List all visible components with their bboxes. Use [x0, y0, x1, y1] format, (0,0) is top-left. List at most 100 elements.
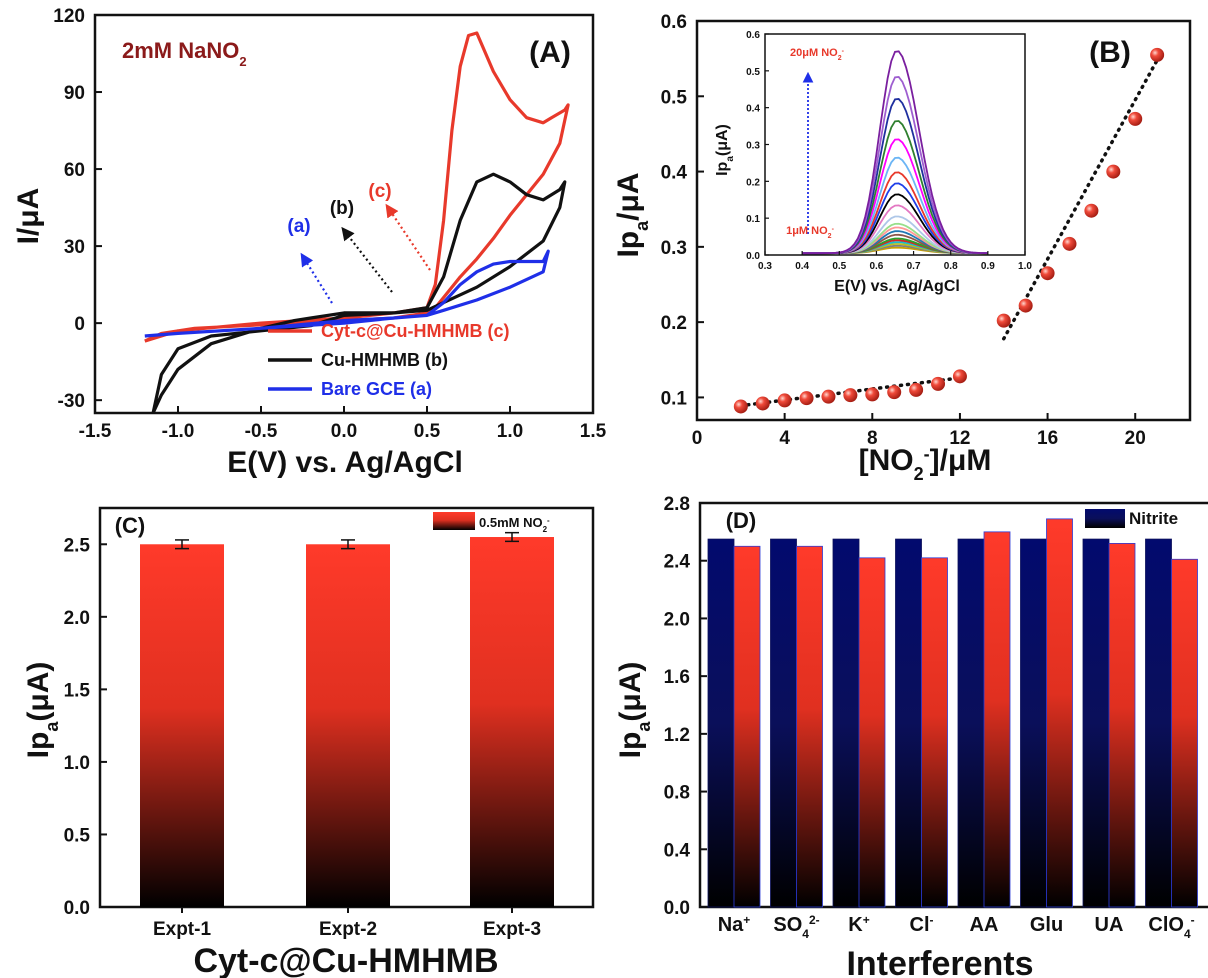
bar-nitrite — [770, 538, 797, 908]
inset-y-tick-label: 0.1 — [746, 214, 760, 225]
data-point — [843, 388, 858, 403]
y-tick-label: 0.3 — [661, 238, 687, 259]
data-point — [1128, 111, 1143, 126]
x-axis-title: [NO2-]/μM — [859, 444, 992, 484]
dpv-curve — [802, 50, 988, 255]
y-tick-label: 1.6 — [664, 667, 690, 688]
y-tick-label: 0.5 — [661, 87, 688, 108]
legend-label: Bare GCE (a) — [321, 379, 432, 399]
y-tick-label: 0.0 — [64, 898, 90, 919]
y-tick-label: 120 — [53, 6, 85, 27]
bar-interferent — [1108, 543, 1136, 908]
x-tick-label: Glu — [1030, 914, 1063, 936]
y-tick-label: 0.4 — [661, 163, 688, 184]
panel-c: Expt-1 Expt-2 Expt-3 0.0 0.5 1.0 1.5 2.0 2.5 Cyt-… — [22, 506, 595, 978]
inset-x-tick-label: 0.5 — [832, 261, 846, 272]
bar-interferent — [983, 531, 1011, 908]
legend-swatch — [433, 512, 475, 530]
y-tick-label: 2.4 — [664, 552, 691, 573]
data-point — [996, 313, 1011, 328]
cv-curve-1 — [151, 172, 567, 414]
cv-curve-2 — [144, 249, 550, 338]
y-tick-label: -30 — [58, 391, 85, 412]
data-point — [952, 369, 967, 384]
panel-label: (A) — [529, 36, 571, 69]
bar — [306, 544, 390, 907]
inset-label-top: 20μM NO2- — [790, 47, 845, 62]
x-axis-title: E(V) vs. Ag/AgCl — [227, 446, 463, 479]
inset-background — [765, 34, 1025, 255]
arrow-label: (a) — [287, 216, 310, 237]
bar-nitrite — [707, 538, 735, 908]
data-point — [887, 385, 902, 400]
x-axis-title: Cyt-c@Cu-HMHMB — [193, 942, 498, 978]
x-tick-label: 0 — [692, 428, 703, 449]
inset-x-axis-title: E(V) vs. Ag/AgCl — [834, 278, 960, 295]
bar-nitrite — [895, 538, 922, 908]
inset-y-tick-label: 0.2 — [746, 177, 760, 188]
y-tick-label: 0.6 — [661, 12, 687, 33]
x-tick-label: Cl- — [910, 913, 934, 936]
data-point — [1084, 203, 1099, 218]
y-axis-title: Ipa/μA — [612, 172, 652, 257]
data-point — [931, 376, 946, 391]
y-axis-title: I/μA — [12, 188, 45, 245]
bar — [470, 537, 554, 907]
bar-interferent — [1171, 558, 1198, 908]
data-point — [909, 382, 924, 397]
x-tick-label: AA — [970, 914, 999, 936]
panel-d: Na+ SO42- K+ Cl- AA Glu UA ClO4- 0.0 0.4 0.8 1.2 1.6… — [614, 494, 1208, 978]
legend-label: Nitrite — [1129, 509, 1178, 528]
inset-y-tick-label: 0.0 — [746, 251, 760, 262]
y-tick-label: 0.2 — [661, 313, 687, 334]
inset-x-tick-label: 0.4 — [795, 261, 809, 272]
x-tick-label: ClO4- — [1148, 913, 1194, 941]
inset-y-axis-title: Ipa(μA) — [714, 124, 736, 176]
data-point — [821, 389, 836, 404]
y-axis-title: Ipa(μA) — [614, 662, 654, 759]
y-tick-label: 1.0 — [64, 753, 90, 774]
y-tick-label: 0 — [74, 314, 85, 335]
x-tick-label: -0.5 — [245, 421, 278, 442]
cv-curve-0 — [144, 31, 570, 343]
panel-label: (D) — [726, 508, 757, 533]
bar-nitrite — [957, 538, 985, 908]
x-tick-label: 4 — [779, 428, 790, 449]
x-tick-label: Expt-1 — [153, 919, 212, 940]
y-tick-label: 0.0 — [664, 898, 690, 919]
data-point — [755, 396, 770, 411]
scan-direction-arrow — [385, 203, 431, 271]
annotation-concentration: 2mM NaNO2 — [122, 38, 247, 69]
arrow-label: (c) — [368, 181, 391, 202]
x-tick-label: 12 — [949, 428, 970, 449]
panel-b-frame — [695, 19, 1192, 422]
y-axis-title: Ipa(μA) — [22, 662, 62, 759]
scan-direction-arrow — [341, 226, 393, 293]
bar-nitrite — [1145, 538, 1172, 908]
x-tick-label: 16 — [1037, 428, 1058, 449]
inset-y-tick-label: 0.3 — [746, 141, 760, 152]
inset-y-tick-label: 0.4 — [746, 104, 760, 115]
data-point — [733, 399, 748, 414]
x-tick-label: 1.0 — [497, 421, 523, 442]
y-tick-label: 60 — [64, 160, 85, 181]
bar-interferent — [921, 557, 948, 908]
y-tick-label: 0.1 — [661, 388, 688, 409]
x-tick-label: K+ — [848, 913, 869, 936]
bar-interferent — [1046, 518, 1073, 908]
inset-x-tick-label: 0.6 — [869, 261, 883, 272]
y-tick-label: 2.5 — [64, 535, 91, 556]
legend-label: Cu-HMHMB (b) — [321, 350, 448, 370]
arrow-label: (b) — [330, 198, 354, 219]
y-tick-label: 30 — [64, 237, 85, 258]
x-tick-label: 0.0 — [331, 421, 357, 442]
data-point — [1150, 47, 1165, 62]
legend-label: 0.5mM NO2- — [479, 515, 550, 534]
data-point — [777, 393, 792, 408]
inset-x-tick-label: 0.3 — [758, 261, 772, 272]
x-axis-title: Interferents — [846, 945, 1033, 978]
bar-interferent — [858, 557, 886, 908]
y-tick-label: 0.8 — [664, 783, 690, 804]
x-tick-label: Expt-2 — [319, 919, 377, 940]
